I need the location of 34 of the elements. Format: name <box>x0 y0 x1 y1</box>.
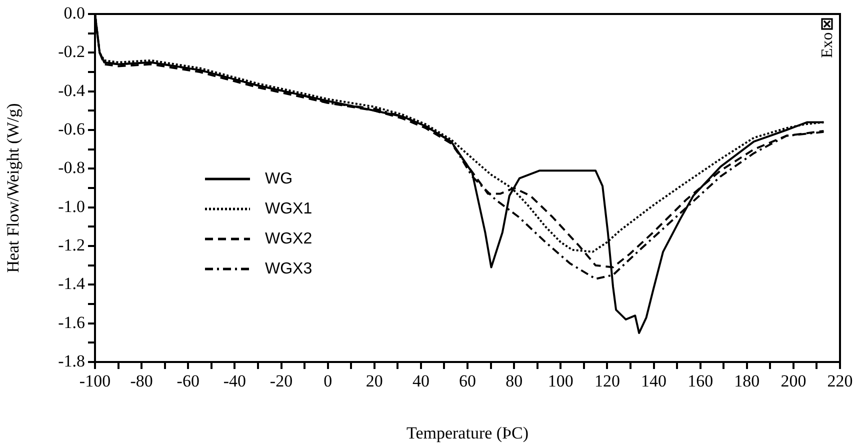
y-tick-label: 0.0 <box>64 3 85 22</box>
y-tick-label: -1.6 <box>58 312 85 332</box>
x-tick-label: 0 <box>324 372 332 391</box>
y-tick-label: -1.8 <box>58 351 85 370</box>
x-tick-label: 60 <box>459 372 476 391</box>
x-tick-label: -100 <box>79 372 111 391</box>
x-axis-title: Temperature (ÞC) <box>406 423 529 442</box>
x-tick-label: -60 <box>176 372 200 391</box>
y-tick-label: -1.0 <box>58 196 85 216</box>
annotation: Exo <box>819 32 837 58</box>
legend-label: WGX1 <box>265 200 312 218</box>
x-tick-label: 120 <box>594 372 620 391</box>
x-tick-label: 40 <box>412 372 430 391</box>
y-tick-label: -0.2 <box>58 42 85 62</box>
x-tick-label: 180 <box>734 372 760 391</box>
x-tick-label: 160 <box>688 372 714 391</box>
x-tick-label: 220 <box>827 372 853 391</box>
legend-label: WG <box>265 170 293 188</box>
x-tick-label: 200 <box>780 372 806 391</box>
legend-label: WGX3 <box>265 260 312 278</box>
y-tick-label: -1.2 <box>58 235 85 254</box>
x-tick-label: 100 <box>548 372 574 391</box>
x-tick-label: 80 <box>506 372 523 391</box>
y-axis-title: Heat Flow/Weight (W/g) <box>4 103 23 273</box>
x-tick-label: 140 <box>641 372 666 391</box>
y-tick-label: -0.6 <box>58 119 85 138</box>
x-tick-label: -80 <box>130 372 153 391</box>
x-tick-label: -40 <box>223 372 246 391</box>
x-tick-label: 20 <box>366 372 383 391</box>
y-tick-label: -0.8 <box>58 158 85 178</box>
y-tick-label: -0.4 <box>58 80 86 100</box>
x-tick-label: -20 <box>270 372 293 391</box>
legend-label: WGX2 <box>265 230 312 248</box>
y-tick-label: -1.4 <box>58 274 86 294</box>
